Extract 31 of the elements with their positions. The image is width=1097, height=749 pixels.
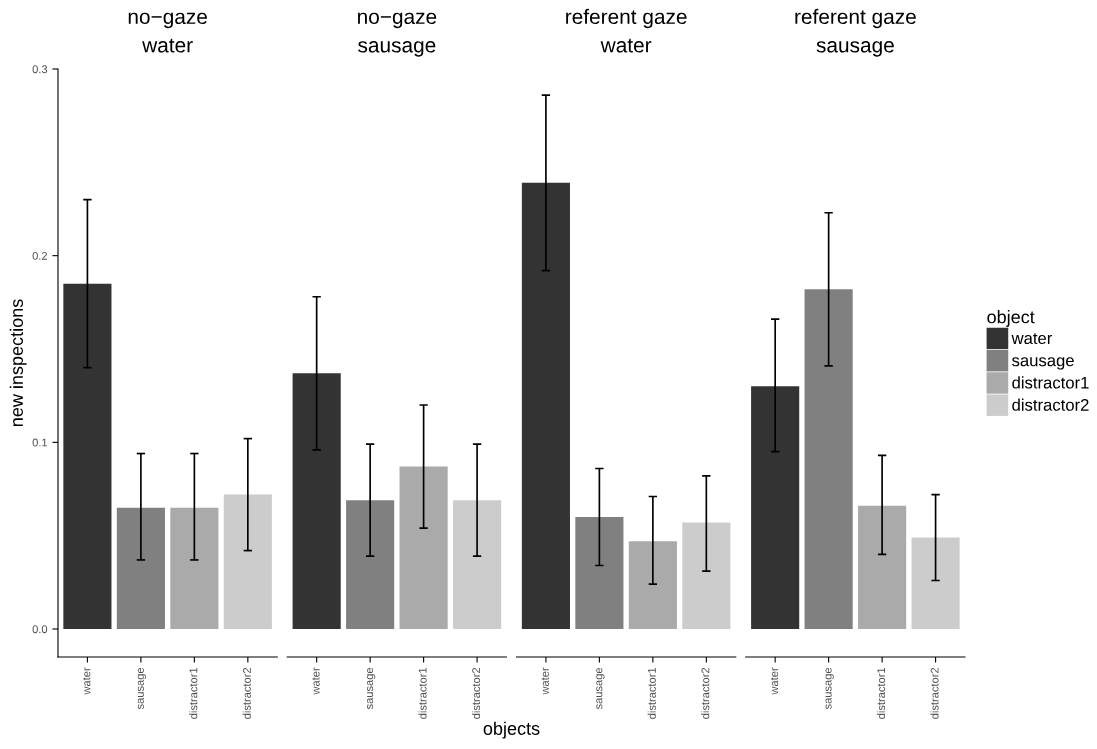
y-tick-label: 0.3 [32, 65, 48, 74]
y-tick-label: 0.0 [32, 625, 48, 634]
legend-label: distractor2 [1012, 398, 1089, 411]
y-axis-title: new inspections [9, 299, 27, 427]
legend-label: distractor1 [1012, 376, 1089, 389]
x-tick-label: distractor2 [930, 667, 939, 719]
x-tick-label: sausage [596, 667, 605, 710]
x-tick-label: distractor2 [471, 667, 481, 719]
x-tick-label: sausage [825, 667, 834, 710]
legend-label: sausage [1012, 357, 1074, 370]
x-tick-label: sausage [137, 667, 147, 710]
x-tick-label: distractor1 [647, 667, 656, 719]
y-tick-label: 0.1 [32, 438, 48, 447]
x-tick-label: sausage [367, 667, 376, 710]
x-tick-label: distractor1 [189, 667, 198, 719]
x-tick-label: water [83, 667, 91, 695]
x-axis-title: objects [483, 721, 540, 739]
x-tick-label: water [770, 667, 779, 695]
x-tick-label: water [541, 667, 549, 695]
x-tick-label: distractor1 [418, 667, 427, 719]
chart-title: no−gaze water [128, 12, 207, 53]
x-tick-label: distractor1 [876, 667, 886, 719]
legend-label: water [1011, 333, 1053, 345]
chart-title: no−gaze sausage [358, 12, 437, 57]
x-tick-label: distractor2 [701, 667, 710, 719]
chart-title: referent gaze sausage [795, 8, 916, 57]
y-tick-label: 0.2 [32, 251, 48, 260]
legend-title: object [987, 310, 1035, 327]
chart-title: referent gaze water [566, 8, 687, 53]
x-tick-label: distractor2 [242, 667, 251, 719]
x-tick-label: water [312, 667, 320, 695]
